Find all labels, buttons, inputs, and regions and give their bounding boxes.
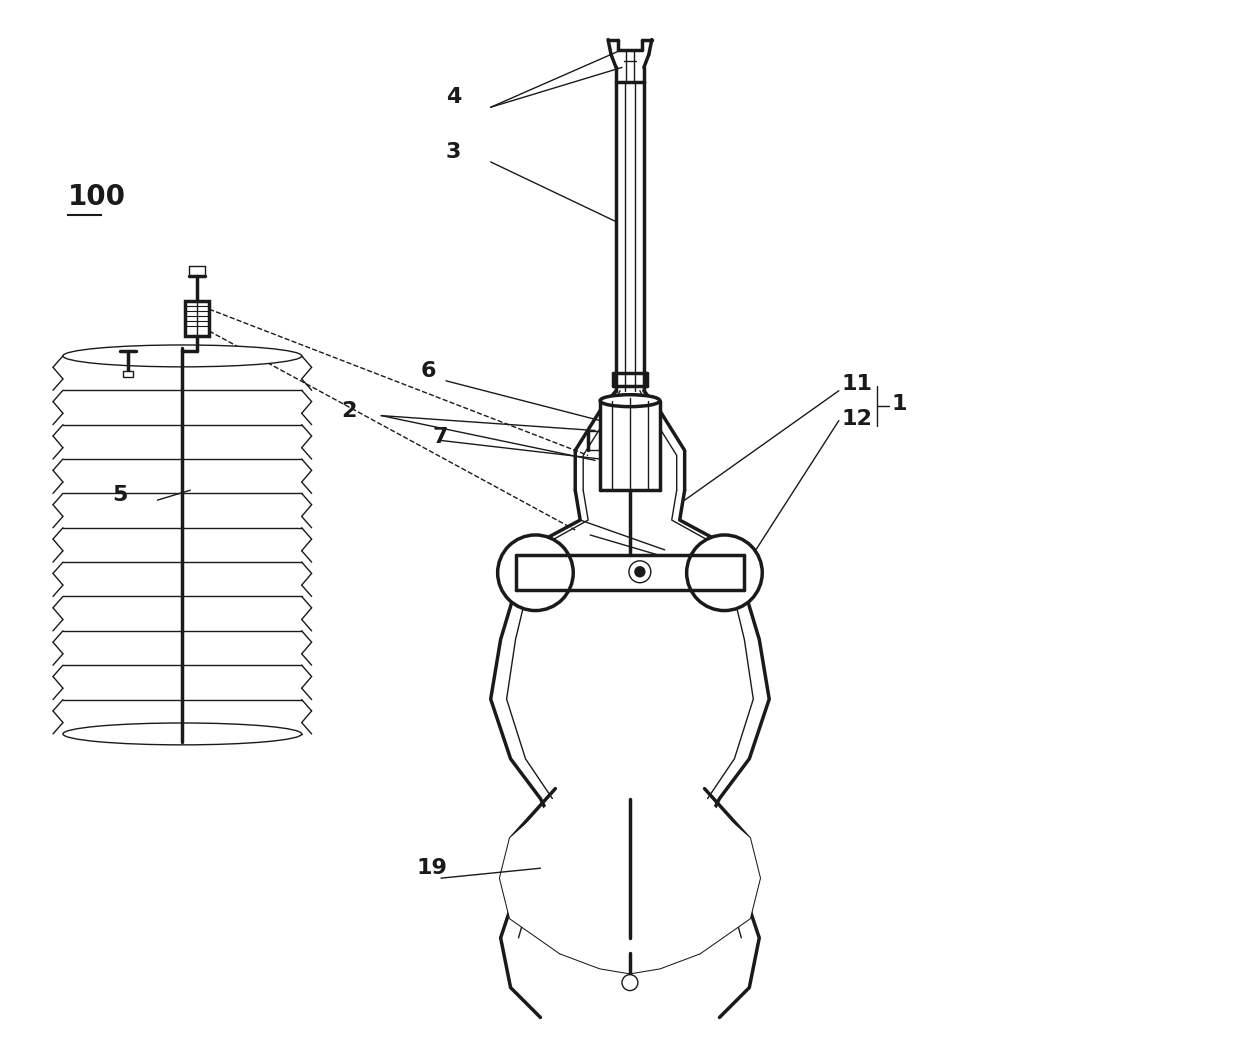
Text: 2: 2	[341, 400, 357, 420]
Text: 7: 7	[433, 428, 449, 448]
Text: 4: 4	[446, 87, 461, 107]
Circle shape	[497, 535, 573, 611]
Polygon shape	[63, 356, 301, 734]
Ellipse shape	[63, 345, 301, 366]
Polygon shape	[516, 555, 744, 590]
Text: 19: 19	[417, 858, 446, 878]
Polygon shape	[600, 400, 660, 490]
Text: 11: 11	[842, 374, 873, 394]
Circle shape	[622, 974, 637, 990]
Text: 5: 5	[113, 485, 128, 505]
Text: 100: 100	[68, 183, 126, 211]
Circle shape	[629, 561, 651, 582]
Ellipse shape	[63, 723, 301, 744]
Text: 6: 6	[422, 361, 436, 381]
Circle shape	[687, 535, 763, 611]
Circle shape	[635, 567, 645, 577]
Text: 3: 3	[446, 142, 461, 162]
Bar	[185, 301, 210, 336]
Text: 1: 1	[892, 394, 908, 414]
Bar	[123, 371, 133, 377]
Polygon shape	[501, 798, 759, 972]
Ellipse shape	[600, 395, 660, 407]
Text: 12: 12	[842, 409, 873, 429]
